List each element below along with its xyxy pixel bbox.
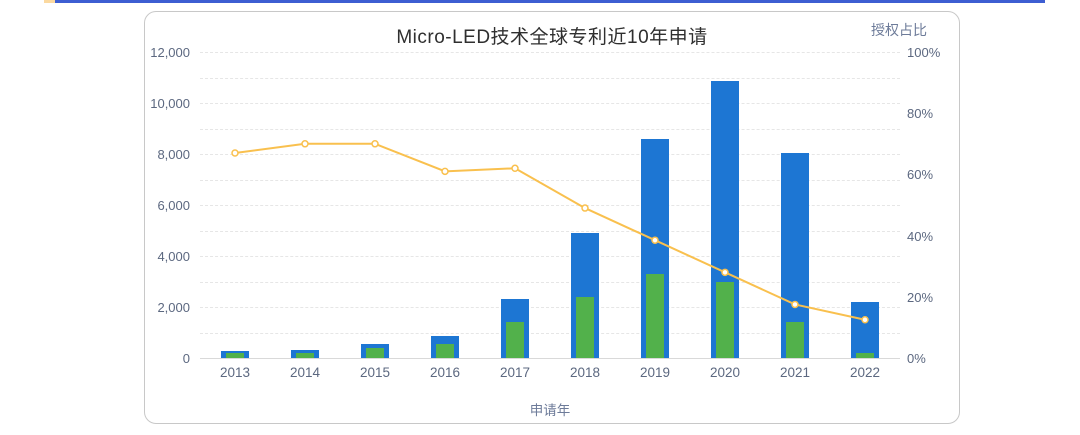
- gridline: [200, 154, 900, 155]
- chart-card: Micro-LED技术全球专利近10年申请 授权占比 0 2,000 4,000 6,…: [144, 11, 960, 424]
- y-axis-right-tick: 100%: [907, 45, 941, 60]
- bar-patents-granted: [856, 352, 874, 358]
- gridline: [200, 230, 900, 232]
- plot-area: [200, 52, 900, 359]
- bar-patent-applications-total: [851, 301, 879, 358]
- y-axis-right-tick: 40%: [907, 228, 934, 244]
- bar-patents-granted: [716, 281, 734, 358]
- bar-patents-granted: [576, 296, 594, 358]
- gridline: [200, 307, 900, 308]
- y-axis-left-tick: 8,000: [157, 147, 190, 162]
- x-axis-label: 申请年: [529, 403, 571, 418]
- ratio-line-marker: [581, 204, 589, 212]
- y-axis-left-tick: 12,000: [150, 45, 190, 60]
- gridline: [200, 52, 900, 53]
- x-axis-tick: 2022: [849, 365, 881, 380]
- ratio-line-marker: [861, 316, 869, 324]
- bar-patents-granted: [646, 274, 664, 358]
- top-accent-blue-line: [55, 0, 1045, 3]
- x-axis: 2013 2014 2015 2016 2017 2018 2019 2020 2021 2022: [200, 365, 900, 381]
- gridline: [200, 77, 900, 79]
- gridline: [200, 332, 900, 334]
- ratio-line: [234, 142, 866, 321]
- chart-title: Micro-LED技术全球专利近10年申请: [396, 27, 708, 48]
- y-axis-left: 0 2,000 4,000 6,000 8,000 10,000 12,000: [145, 45, 190, 366]
- x-axis-tick: 2018: [569, 365, 601, 380]
- y-axis-right-tick: 0%: [907, 351, 926, 366]
- bar-patents-granted: [436, 343, 454, 358]
- ratio-line-marker: [791, 300, 799, 309]
- y-axis-right-tick: 20%: [907, 289, 934, 305]
- ratio-line-marker: [441, 167, 449, 176]
- ratio-line-marker: [511, 164, 519, 173]
- y-axis-left-tick: 4,000: [157, 249, 190, 264]
- right-axis-title: 授权占比: [871, 22, 927, 38]
- y-axis-left-tick: 0: [182, 351, 190, 366]
- gridline: [200, 256, 900, 257]
- x-axis-tick: 2016: [429, 365, 461, 380]
- ratio-line-marker: [231, 149, 239, 157]
- y-axis-right-tick: 60%: [907, 167, 934, 183]
- bar-patents-granted: [786, 322, 804, 358]
- x-axis-tick: 2021: [779, 365, 811, 380]
- ratio-line-marker: [651, 236, 659, 244]
- bar-patents-granted: [366, 347, 384, 358]
- ratio-line-marker: [721, 268, 729, 277]
- y-axis-right: 0% 20% 40% 60% 80% 100%: [907, 45, 961, 366]
- y-axis-left-tick: 6,000: [157, 198, 190, 213]
- x-axis-tick: 2017: [499, 365, 531, 380]
- top-accent-yellow-line: [44, 0, 55, 3]
- gridline: [200, 128, 900, 130]
- gridline: [200, 179, 900, 181]
- y-axis-left-tick: 2,000: [157, 300, 190, 315]
- y-axis-right-tick: 80%: [907, 106, 934, 122]
- x-axis-tick: 2013: [219, 365, 251, 380]
- x-axis-tick: 2014: [289, 365, 321, 380]
- gridline: [200, 103, 900, 104]
- ratio-line-marker: [371, 140, 379, 148]
- gridline: [200, 205, 900, 206]
- x-axis-tick: 2019: [639, 365, 671, 380]
- bar-patents-granted: [506, 322, 524, 358]
- x-axis-tick: 2015: [359, 365, 391, 380]
- ratio-line-marker: [301, 140, 309, 148]
- gridline: [200, 281, 900, 283]
- ratio-line-layer: [231, 140, 869, 324]
- bar-patents-granted: [296, 352, 314, 358]
- y-axis-left-tick: 10,000: [150, 96, 190, 111]
- x-axis-tick: 2020: [709, 365, 741, 380]
- bar-patents-granted: [226, 353, 244, 358]
